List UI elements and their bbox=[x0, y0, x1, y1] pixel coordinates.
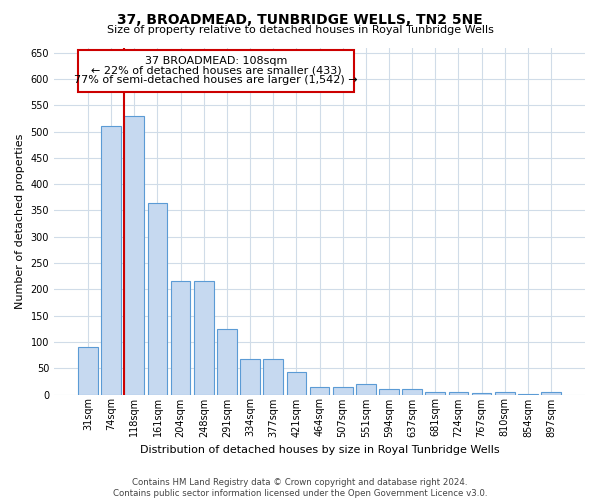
Bar bbox=[194, 282, 214, 395]
Bar bbox=[240, 359, 260, 394]
Text: 77% of semi-detached houses are larger (1,542) →: 77% of semi-detached houses are larger (… bbox=[74, 76, 358, 86]
Text: Contains HM Land Registry data © Crown copyright and database right 2024.
Contai: Contains HM Land Registry data © Crown c… bbox=[113, 478, 487, 498]
Text: ← 22% of detached houses are smaller (433): ← 22% of detached houses are smaller (43… bbox=[91, 66, 341, 76]
Bar bbox=[217, 329, 237, 394]
Bar bbox=[402, 390, 422, 394]
Text: 37 BROADMEAD: 108sqm: 37 BROADMEAD: 108sqm bbox=[145, 56, 287, 66]
Bar bbox=[78, 347, 98, 395]
Bar bbox=[287, 372, 306, 394]
Bar bbox=[333, 386, 353, 394]
FancyBboxPatch shape bbox=[77, 50, 354, 92]
Text: Size of property relative to detached houses in Royal Tunbridge Wells: Size of property relative to detached ho… bbox=[107, 25, 493, 35]
Bar bbox=[171, 282, 190, 395]
Bar bbox=[310, 386, 329, 394]
Bar bbox=[101, 126, 121, 394]
Bar bbox=[263, 359, 283, 394]
Bar bbox=[425, 392, 445, 394]
Bar bbox=[449, 392, 468, 394]
Bar bbox=[356, 384, 376, 394]
Bar bbox=[495, 392, 515, 394]
Bar bbox=[148, 202, 167, 394]
Bar bbox=[541, 392, 561, 394]
Y-axis label: Number of detached properties: Number of detached properties bbox=[15, 134, 25, 308]
Bar bbox=[379, 390, 399, 394]
X-axis label: Distribution of detached houses by size in Royal Tunbridge Wells: Distribution of detached houses by size … bbox=[140, 445, 499, 455]
Bar bbox=[124, 116, 144, 394]
Text: 37, BROADMEAD, TUNBRIDGE WELLS, TN2 5NE: 37, BROADMEAD, TUNBRIDGE WELLS, TN2 5NE bbox=[117, 12, 483, 26]
